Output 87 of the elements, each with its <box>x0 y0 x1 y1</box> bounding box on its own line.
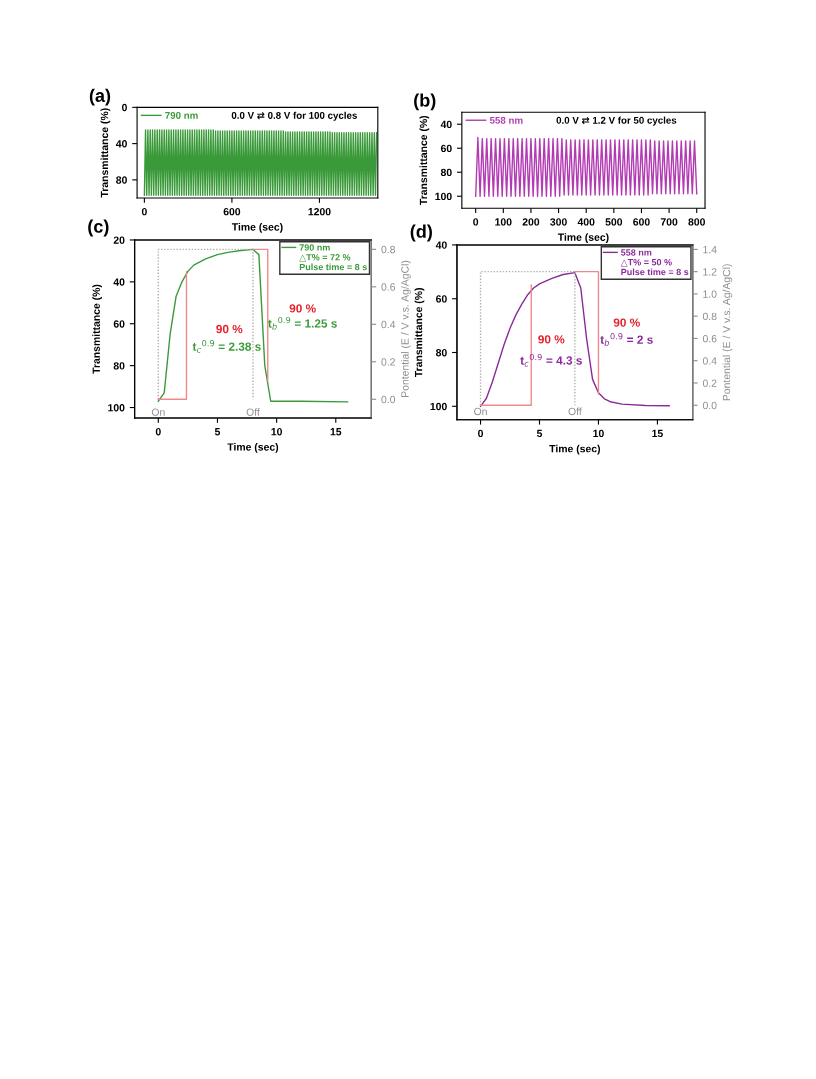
annotation: 0.0 V ⇄ 1.2 V for 50 cycles <box>556 116 677 126</box>
y2-tick-label: 1.2 <box>703 268 717 276</box>
legend-label: 790 nm <box>299 244 330 251</box>
x-tick-label: 600 <box>633 218 650 226</box>
legend-label: 558 nm <box>489 116 523 124</box>
y-tick-label: 40 <box>115 140 127 148</box>
annotation: △T% = 50 % <box>620 259 672 267</box>
annotation: t$_{b}$$^{0.9}$ = 2 s <box>600 333 653 346</box>
annotation: 0.0 V ⇄ 0.8 V for 100 cycles <box>231 111 357 121</box>
annotation: 90 % <box>538 335 565 344</box>
legend-label: 790 nm <box>165 111 198 119</box>
y-axis-title: Transmittance (%) <box>419 115 430 205</box>
x-tick-label: 5 <box>536 429 543 438</box>
x-tick-label: 1200 <box>308 207 331 216</box>
y2-axis-title: Pontential (E / V v.s. Ag/AgCl) <box>722 264 733 401</box>
y-tick-label: 60 <box>113 320 125 328</box>
x-tick-label: 0 <box>141 207 147 216</box>
y2-tick-label: 0.0 <box>702 401 717 410</box>
x-tick-label: 100 <box>495 218 512 226</box>
x-axis-title: Time (sec) <box>549 444 601 455</box>
x-tick-label: 500 <box>605 218 623 226</box>
annotation: Pulse time = 8 s <box>621 268 689 276</box>
y2-axis-title: Pontential (E / V v.s. Ag/AgCl) <box>401 260 411 397</box>
annotation: On <box>151 408 165 416</box>
chart-title: (c) <box>88 219 109 237</box>
y-tick-label: 80 <box>113 362 125 370</box>
annotation: Off <box>246 408 260 416</box>
y-tick-label: 100 <box>430 402 447 411</box>
y2-tick-label: 0.0 <box>381 395 396 404</box>
y2-tick-label: 1.0 <box>703 290 717 298</box>
annotation: 90 % <box>613 318 640 327</box>
y2-tick-label: 0.8 <box>381 245 396 254</box>
x-tick-label: 10 <box>271 428 282 436</box>
chart-title: (a) <box>89 88 111 106</box>
x-axis-title: Time (sec) <box>227 442 279 453</box>
x-tick-label: 5 <box>214 428 221 436</box>
x-tick-label: 300 <box>550 218 567 226</box>
annotation: 90 % <box>289 304 316 313</box>
y-tick-label: 80 <box>116 176 127 184</box>
chart-title: (d) <box>410 224 432 242</box>
x-tick-label: 0 <box>478 429 484 438</box>
x-tick-label: 400 <box>577 218 595 226</box>
y-tick-label: 40 <box>440 120 452 129</box>
x-tick-label: 15 <box>652 429 663 438</box>
y-tick-label: 80 <box>435 349 447 357</box>
x-tick-label: 0 <box>473 218 479 226</box>
x-tick-label: 600 <box>223 207 241 216</box>
y-tick-label: 40 <box>435 241 447 249</box>
y-tick-label: 40 <box>113 278 125 286</box>
x-tick-label: 0 <box>155 428 161 436</box>
y-tick-label: 20 <box>113 236 125 244</box>
annotation: t$_{c}$$^{0.9}$ = 4.3 s <box>520 353 582 367</box>
y-tick-label: 60 <box>440 144 452 153</box>
y2-tick-label: 0.2 <box>702 379 717 387</box>
annotation: t$_{b}$$^{0.9}$ = 1.25 s <box>268 316 337 330</box>
annotation: △T% = 72 % <box>299 254 351 262</box>
y2-tick-label: 0.8 <box>702 312 717 321</box>
y-tick-label: 100 <box>435 192 452 201</box>
annotation: Pulse time = 8 s <box>299 263 367 271</box>
y-tick-label: 80 <box>440 168 452 177</box>
y2-tick-label: 0.6 <box>381 283 396 291</box>
line-series <box>143 129 378 196</box>
x-tick-label: 15 <box>330 428 342 436</box>
chart-title: (b) <box>414 93 436 111</box>
y-tick-label: 100 <box>108 404 125 412</box>
y-axis-title: Transmittance (%) <box>92 284 102 374</box>
y2-tick-label: 0.4 <box>381 320 396 329</box>
x-tick-label: 700 <box>660 218 678 226</box>
annotation: Off <box>568 407 582 416</box>
line-series <box>474 136 698 197</box>
x-tick-label: 800 <box>688 218 705 226</box>
y2-tick-label: 0.2 <box>381 358 395 366</box>
annotation: t$_{c}$$^{0.9}$ = 2.38 s <box>192 340 261 353</box>
x-axis-title: Time (sec) <box>231 222 283 233</box>
y-tick-label: 0 <box>121 103 127 112</box>
annotation: 90 % <box>216 324 243 334</box>
x-tick-label: 10 <box>593 429 604 438</box>
x-axis-title: Time (sec) <box>557 233 609 243</box>
x-tick-label: 200 <box>522 218 540 226</box>
y-axis-title: Transmittance (%) <box>100 108 111 198</box>
annotation: On <box>474 407 487 416</box>
y-axis-title: Transmittance (%) <box>414 287 425 378</box>
y2-tick-label: 1.4 <box>703 245 717 254</box>
legend-label: 558 nm <box>621 249 652 256</box>
y-tick-label: 60 <box>436 295 447 303</box>
y2-tick-label: 0.6 <box>702 334 717 343</box>
y2-tick-label: 0.4 <box>702 357 717 365</box>
